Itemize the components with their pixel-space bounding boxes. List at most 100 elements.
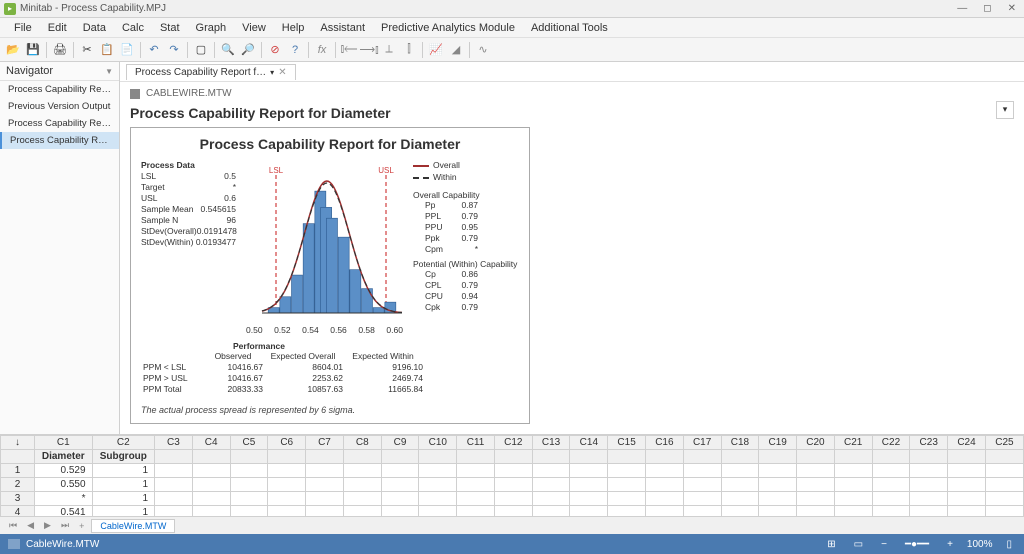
menu-edit[interactable]: Edit bbox=[40, 20, 75, 36]
cell-2-C19[interactable] bbox=[759, 478, 797, 492]
cell-2-C22[interactable] bbox=[872, 478, 910, 492]
report-tab[interactable]: Process Capability Report f… ▾ ✕ bbox=[126, 64, 296, 80]
col-C20[interactable]: C20 bbox=[797, 436, 835, 450]
navigator-dropdown[interactable]: ▼ bbox=[105, 67, 113, 76]
cell-3-C16[interactable] bbox=[645, 492, 683, 506]
cell-3-C11[interactable] bbox=[457, 492, 495, 506]
cell-3-C1[interactable]: * bbox=[35, 492, 93, 506]
menu-assistant[interactable]: Assistant bbox=[312, 20, 373, 36]
report-options-dropdown[interactable]: ▾ bbox=[996, 101, 1014, 119]
cell-3-C25[interactable] bbox=[985, 492, 1023, 506]
save-icon[interactable]: 💾 bbox=[24, 41, 42, 59]
cell-2-C17[interactable] bbox=[683, 478, 721, 492]
menu-additional-tools[interactable]: Additional Tools bbox=[523, 20, 616, 36]
cell-3-C8[interactable] bbox=[343, 492, 381, 506]
maximize-button[interactable]: ◻ bbox=[979, 3, 995, 14]
col-C7[interactable]: C7 bbox=[306, 436, 344, 450]
nav-item-1[interactable]: Previous Version Output bbox=[0, 98, 119, 115]
cell-3-C12[interactable] bbox=[494, 492, 532, 506]
cell-1-C25[interactable] bbox=[985, 464, 1023, 478]
cell-2-C11[interactable] bbox=[457, 478, 495, 492]
zoom-out-button[interactable]: − bbox=[877, 539, 891, 550]
cell-4-C6[interactable] bbox=[268, 506, 306, 517]
cell-1-C6[interactable] bbox=[268, 464, 306, 478]
cell-3-C22[interactable] bbox=[872, 492, 910, 506]
cell-1-C18[interactable] bbox=[721, 464, 759, 478]
redo-icon[interactable]: ↷ bbox=[165, 41, 183, 59]
cell-2-C6[interactable] bbox=[268, 478, 306, 492]
status-view1-icon[interactable]: ⊞ bbox=[823, 539, 839, 550]
cell-2-C7[interactable] bbox=[306, 478, 344, 492]
cell-1-C2[interactable]: 1 bbox=[92, 464, 154, 478]
cell-2-C25[interactable] bbox=[985, 478, 1023, 492]
cell-1-C21[interactable] bbox=[834, 464, 872, 478]
cell-3-C9[interactable] bbox=[381, 492, 419, 506]
paste-icon[interactable]: 📄 bbox=[118, 41, 136, 59]
cell-1-C19[interactable] bbox=[759, 464, 797, 478]
cell-3-C19[interactable] bbox=[759, 492, 797, 506]
print-icon[interactable]: 🖨 bbox=[51, 41, 69, 59]
ws-nav-last[interactable]: ⏭ bbox=[58, 520, 72, 531]
zoom-in-button[interactable]: + bbox=[943, 539, 957, 550]
stat4-icon[interactable]: ⫿ bbox=[400, 41, 418, 59]
cell-3-C21[interactable] bbox=[834, 492, 872, 506]
cell-4-C24[interactable] bbox=[948, 506, 986, 517]
cell-3-C7[interactable] bbox=[306, 492, 344, 506]
cell-4-C25[interactable] bbox=[985, 506, 1023, 517]
status-panel-icon[interactable]: ▯ bbox=[1002, 539, 1016, 550]
cell-4-C12[interactable] bbox=[494, 506, 532, 517]
stat1-icon[interactable]: ⫾⟵ bbox=[340, 41, 358, 59]
col-C3[interactable]: C3 bbox=[155, 436, 193, 450]
undo-icon[interactable]: ↶ bbox=[145, 41, 163, 59]
cell-3-C5[interactable] bbox=[230, 492, 268, 506]
col-C19[interactable]: C19 bbox=[759, 436, 797, 450]
menu-graph[interactable]: Graph bbox=[188, 20, 235, 36]
chart1-icon[interactable]: 📈 bbox=[427, 41, 445, 59]
cell-4-C11[interactable] bbox=[457, 506, 495, 517]
col-C2[interactable]: C2 bbox=[92, 436, 154, 450]
cut-icon[interactable]: ✂ bbox=[78, 41, 96, 59]
col-C25[interactable]: C25 bbox=[985, 436, 1023, 450]
cell-1-C10[interactable] bbox=[419, 464, 457, 478]
col-C23[interactable]: C23 bbox=[910, 436, 948, 450]
cell-4-C1[interactable]: 0.541 bbox=[35, 506, 93, 517]
cell-1-C12[interactable] bbox=[494, 464, 532, 478]
nav-item-2[interactable]: Process Capability Report for Di… bbox=[0, 115, 119, 132]
cell-1-C17[interactable] bbox=[683, 464, 721, 478]
cell-3-C18[interactable] bbox=[721, 492, 759, 506]
cell-3-C2[interactable]: 1 bbox=[92, 492, 154, 506]
stat2-icon[interactable]: ⟶⫾ bbox=[360, 41, 378, 59]
cell-4-C15[interactable] bbox=[608, 506, 646, 517]
nav-item-3[interactable]: Process Capability Report for Di… bbox=[0, 132, 119, 149]
cell-1-C13[interactable] bbox=[532, 464, 570, 478]
col-C14[interactable]: C14 bbox=[570, 436, 608, 450]
cell-2-C24[interactable] bbox=[948, 478, 986, 492]
cell-2-C3[interactable] bbox=[155, 478, 193, 492]
cell-2-C2[interactable]: 1 bbox=[92, 478, 154, 492]
close-button[interactable]: ✕ bbox=[1004, 3, 1020, 14]
cancel-icon[interactable]: ⊘ bbox=[266, 41, 284, 59]
cell-1-C1[interactable]: 0.529 bbox=[35, 464, 93, 478]
find-icon[interactable]: 🔍 bbox=[219, 41, 237, 59]
cell-2-C15[interactable] bbox=[608, 478, 646, 492]
cell-4-C9[interactable] bbox=[381, 506, 419, 517]
cell-3-C15[interactable] bbox=[608, 492, 646, 506]
cell-1-C22[interactable] bbox=[872, 464, 910, 478]
cell-1-C7[interactable] bbox=[306, 464, 344, 478]
cell-3-C3[interactable] bbox=[155, 492, 193, 506]
cell-1-C16[interactable] bbox=[645, 464, 683, 478]
ws-nav-first[interactable]: ⏮ bbox=[6, 520, 20, 531]
chart2-icon[interactable]: ◢ bbox=[447, 41, 465, 59]
menu-calc[interactable]: Calc bbox=[114, 20, 152, 36]
col-C16[interactable]: C16 bbox=[645, 436, 683, 450]
cell-2-C5[interactable] bbox=[230, 478, 268, 492]
cell-1-C14[interactable] bbox=[570, 464, 608, 478]
cell-4-C14[interactable] bbox=[570, 506, 608, 517]
col-C11[interactable]: C11 bbox=[457, 436, 495, 450]
cell-2-C1[interactable]: 0.550 bbox=[35, 478, 93, 492]
stat3-icon[interactable]: ⟂ bbox=[380, 41, 398, 59]
tab-dropdown[interactable]: ▾ bbox=[270, 68, 274, 77]
open-icon[interactable]: 📂 bbox=[4, 41, 22, 59]
col-C10[interactable]: C10 bbox=[419, 436, 457, 450]
copy-icon[interactable]: 📋 bbox=[98, 41, 116, 59]
